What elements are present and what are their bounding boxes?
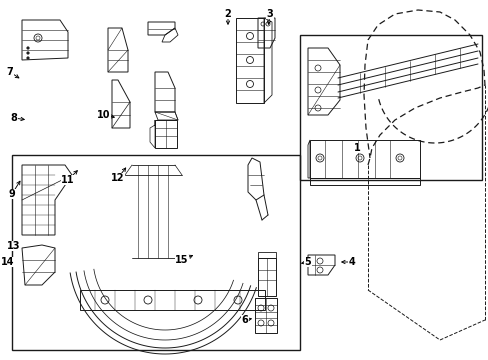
Bar bbox=[309, 140, 419, 178]
Text: 6: 6 bbox=[241, 315, 248, 325]
Text: 2: 2 bbox=[224, 9, 231, 19]
Text: 7: 7 bbox=[7, 67, 13, 77]
Text: 9: 9 bbox=[9, 189, 15, 199]
Text: 15: 15 bbox=[175, 255, 188, 265]
Text: 4: 4 bbox=[348, 257, 355, 267]
Text: 10: 10 bbox=[97, 110, 110, 120]
Bar bbox=[155, 120, 177, 148]
Text: 14: 14 bbox=[1, 257, 15, 267]
Bar bbox=[299, 35, 481, 180]
Bar bbox=[236, 18, 264, 103]
Circle shape bbox=[27, 47, 29, 49]
Circle shape bbox=[27, 52, 29, 54]
Circle shape bbox=[27, 57, 29, 59]
Bar bbox=[254, 298, 276, 333]
Text: 1: 1 bbox=[353, 143, 360, 153]
Text: 12: 12 bbox=[111, 173, 124, 183]
Bar bbox=[12, 155, 299, 350]
Text: 13: 13 bbox=[7, 241, 20, 251]
Text: 11: 11 bbox=[61, 175, 75, 185]
Text: 5: 5 bbox=[304, 257, 311, 267]
Bar bbox=[80, 290, 264, 310]
Text: 3: 3 bbox=[266, 9, 273, 19]
Bar bbox=[258, 258, 275, 296]
Text: 8: 8 bbox=[11, 113, 18, 123]
